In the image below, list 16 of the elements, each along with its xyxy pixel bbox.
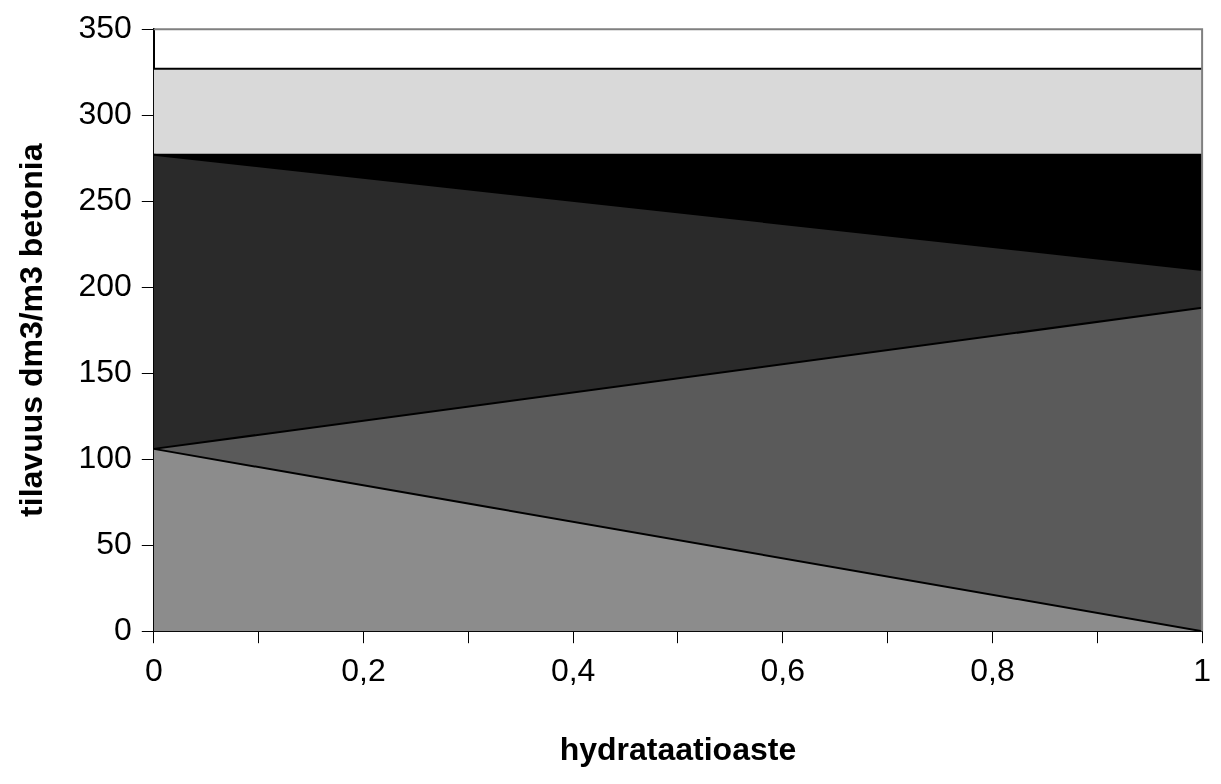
y-tick-label: 350 xyxy=(78,9,132,46)
y-tick-label: 100 xyxy=(78,439,132,476)
x-tick-label: 0 xyxy=(144,652,163,689)
x-axis-title: hydrataatioaste xyxy=(559,730,797,767)
x-tick-label: 0,6 xyxy=(760,652,806,689)
y-tick-label: 50 xyxy=(96,525,132,562)
y-tick-label: 300 xyxy=(78,95,132,132)
y-tick-label: 0 xyxy=(113,611,132,648)
y-tick-label: 150 xyxy=(78,353,132,390)
y-tick-label: 200 xyxy=(78,267,132,304)
x-tick-label: 0,8 xyxy=(970,652,1015,689)
y-axis-title: tilavuus dm3/m3 betonia xyxy=(13,143,50,517)
x-tick-label: 0,4 xyxy=(550,652,596,689)
x-tick-label: 1 xyxy=(1193,652,1211,689)
x-tick-label: 0,2 xyxy=(341,652,386,689)
y-tick-label: 250 xyxy=(78,181,132,218)
